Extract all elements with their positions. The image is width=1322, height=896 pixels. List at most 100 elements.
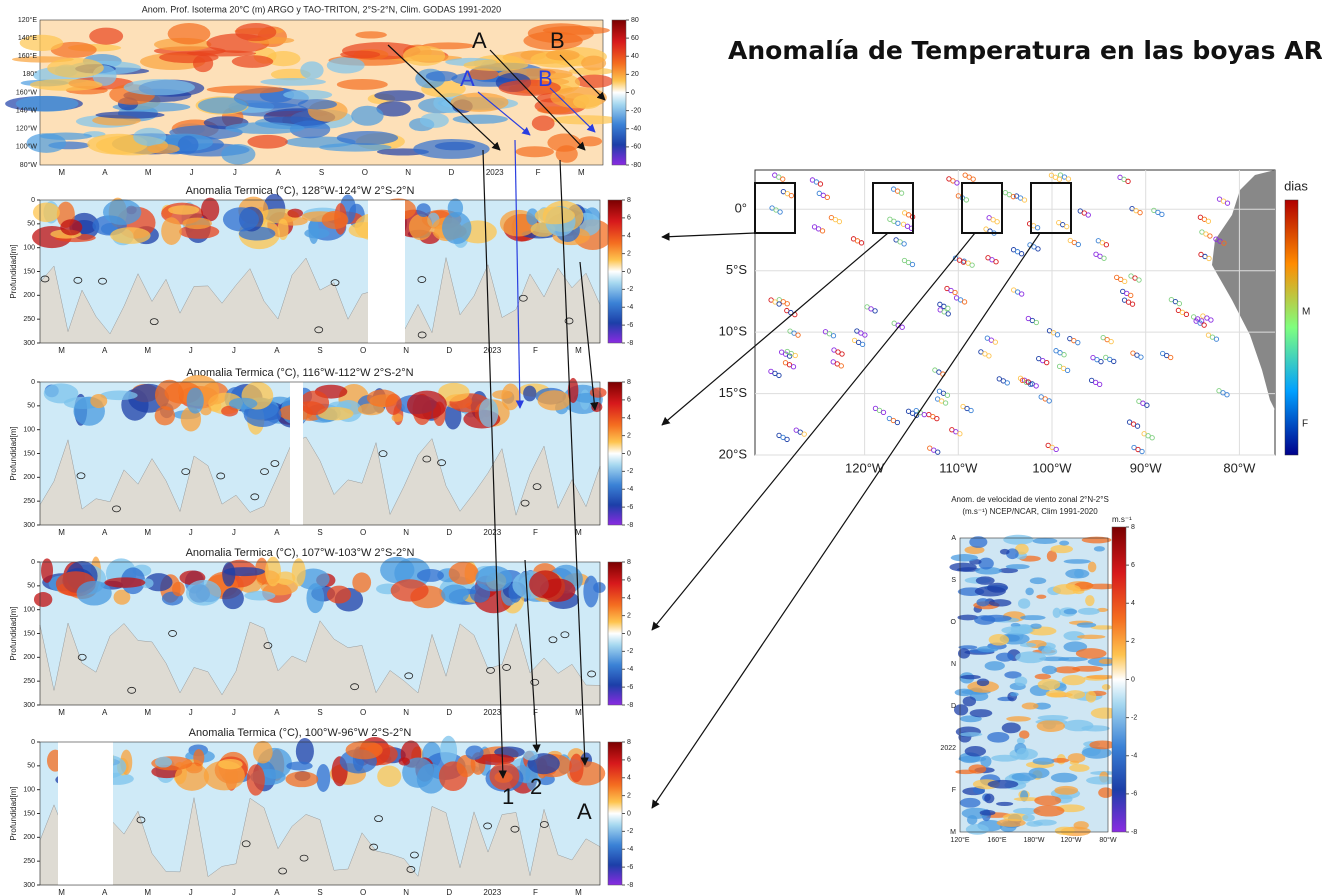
field-blob bbox=[957, 648, 971, 659]
field-blob bbox=[317, 406, 354, 421]
x-tick-label: M bbox=[58, 708, 65, 717]
float-track bbox=[1050, 330, 1057, 336]
field-blob bbox=[225, 122, 305, 135]
field-blob bbox=[222, 587, 244, 610]
field-blob bbox=[465, 745, 484, 760]
float-track bbox=[1042, 396, 1048, 402]
field-blob bbox=[1093, 546, 1105, 552]
float-track bbox=[1202, 253, 1208, 260]
float-track bbox=[809, 177, 816, 183]
colorbar-label: -4 bbox=[1131, 753, 1137, 760]
float-track bbox=[772, 299, 778, 305]
float-track bbox=[1121, 176, 1127, 182]
float-track bbox=[1061, 174, 1068, 180]
y-tick-label: 160°E bbox=[18, 52, 37, 60]
field-blob bbox=[475, 565, 513, 592]
colorbar-label: -8 bbox=[627, 340, 633, 347]
y-tick-label: 250 bbox=[23, 498, 35, 505]
float-track bbox=[820, 192, 826, 198]
field-blob bbox=[955, 769, 977, 775]
colorbar-label: 4 bbox=[627, 595, 631, 602]
float-track bbox=[868, 306, 874, 312]
contour bbox=[518, 294, 528, 302]
float-track bbox=[886, 415, 893, 422]
float-track bbox=[801, 431, 807, 437]
y-axis-label: Profundidad[m] bbox=[9, 244, 18, 298]
x-tick-label: 2023 bbox=[486, 168, 504, 177]
float-track bbox=[1124, 290, 1130, 297]
field-blob bbox=[1013, 797, 1040, 802]
float-track bbox=[989, 257, 995, 263]
float-track bbox=[982, 351, 988, 357]
y-tick-label: 300 bbox=[23, 340, 35, 347]
field-blob bbox=[987, 779, 1019, 789]
colorbar-label: -2 bbox=[627, 286, 633, 293]
colorbar bbox=[611, 19, 627, 166]
neutral-area bbox=[39, 436, 601, 526]
float-track bbox=[986, 353, 992, 359]
float-track bbox=[876, 407, 883, 414]
float-track bbox=[1204, 315, 1210, 321]
field-blob bbox=[1101, 684, 1111, 690]
float-track bbox=[1128, 292, 1134, 299]
y-tick-label: 180° bbox=[23, 70, 38, 78]
x-tick-label: D bbox=[446, 346, 452, 355]
float-track bbox=[937, 307, 943, 313]
float-track bbox=[1064, 367, 1071, 374]
field-blob bbox=[987, 731, 1010, 743]
float-track bbox=[942, 400, 949, 406]
float-track bbox=[1038, 394, 1044, 400]
field-blob bbox=[287, 208, 303, 218]
arrows bbox=[387, 44, 1041, 809]
float-track bbox=[1100, 334, 1106, 341]
arrow bbox=[549, 87, 596, 133]
field-blob bbox=[474, 753, 515, 765]
field-blob bbox=[326, 57, 365, 74]
field-blob bbox=[1075, 648, 1107, 659]
colorbar-label: -4 bbox=[627, 486, 633, 493]
float-track bbox=[932, 367, 938, 373]
float-track bbox=[1067, 237, 1073, 244]
field-blob bbox=[246, 764, 265, 796]
neutral-area bbox=[39, 620, 601, 706]
float-track bbox=[1025, 379, 1031, 385]
field-blob bbox=[1019, 624, 1032, 634]
contour bbox=[270, 460, 280, 467]
float-track bbox=[1056, 363, 1063, 370]
float-track bbox=[1114, 274, 1120, 281]
float-track bbox=[1052, 174, 1059, 180]
field-blob bbox=[537, 390, 571, 411]
float-track bbox=[966, 174, 972, 180]
field-blob bbox=[1033, 819, 1057, 826]
field-blob bbox=[223, 567, 265, 577]
colorbar bbox=[1111, 526, 1127, 833]
field-blob bbox=[154, 379, 184, 411]
float-track bbox=[859, 341, 866, 347]
float-track bbox=[901, 257, 908, 264]
float-track bbox=[819, 228, 826, 234]
float-track bbox=[784, 348, 790, 355]
field-blob bbox=[1011, 772, 1037, 782]
field-blob bbox=[953, 704, 969, 716]
field-blob bbox=[1090, 625, 1116, 630]
float-track bbox=[786, 353, 793, 359]
data-gap bbox=[58, 742, 113, 885]
float-track bbox=[1129, 206, 1135, 212]
contour bbox=[98, 277, 107, 285]
float-track bbox=[930, 413, 936, 420]
colorbar-label: 0 bbox=[627, 268, 631, 275]
float-track bbox=[1065, 176, 1072, 182]
field-blob bbox=[221, 405, 239, 417]
float-track bbox=[1191, 314, 1197, 320]
field-blob bbox=[345, 740, 383, 760]
field-blob bbox=[567, 377, 579, 403]
colorbar-label: 0 bbox=[627, 810, 631, 817]
region-box bbox=[872, 182, 914, 234]
float-track bbox=[1090, 355, 1096, 361]
float-track bbox=[984, 335, 990, 341]
float-track bbox=[936, 369, 942, 375]
y-tick-label: 250 bbox=[23, 858, 35, 865]
field-blob bbox=[416, 203, 431, 217]
float-track bbox=[1133, 208, 1139, 214]
field-blob bbox=[969, 709, 993, 718]
